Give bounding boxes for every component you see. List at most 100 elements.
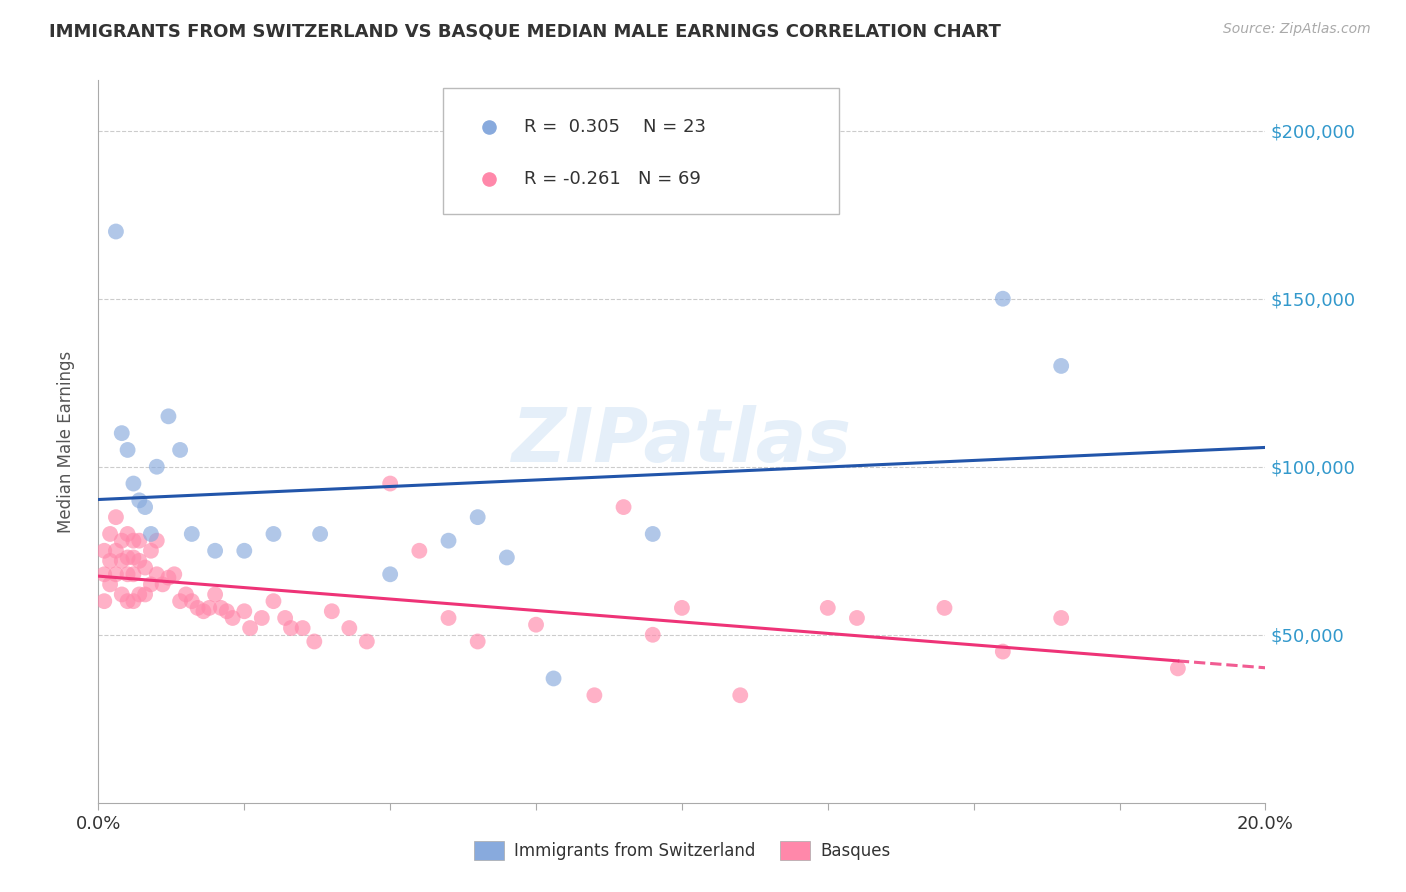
Point — [98, 554, 121, 568]
Point — [163, 567, 186, 582]
Point — [408, 543, 430, 558]
Point — [122, 476, 145, 491]
Text: ZIPatlas: ZIPatlas — [512, 405, 852, 478]
Point — [991, 644, 1014, 658]
Point — [134, 587, 156, 601]
Point — [612, 500, 634, 514]
Point — [98, 577, 121, 591]
Point — [437, 533, 460, 548]
Point — [671, 600, 693, 615]
Point — [583, 688, 606, 702]
Point — [117, 594, 139, 608]
Point — [204, 587, 226, 601]
Point — [117, 567, 139, 582]
Point — [180, 527, 202, 541]
Point — [380, 567, 402, 582]
Point — [157, 571, 180, 585]
Point — [104, 543, 127, 558]
Point — [104, 567, 127, 582]
Point — [128, 554, 150, 568]
Point — [122, 550, 145, 565]
Point — [157, 409, 180, 424]
Point — [139, 577, 162, 591]
Point — [169, 442, 191, 457]
Text: R =  0.305    N = 23: R = 0.305 N = 23 — [524, 119, 706, 136]
Point — [111, 426, 134, 441]
Point — [198, 600, 221, 615]
Point — [321, 604, 343, 618]
Point — [274, 611, 297, 625]
Point — [146, 459, 169, 474]
Point — [221, 611, 243, 625]
Point — [467, 510, 489, 524]
Point — [262, 527, 284, 541]
Point — [111, 554, 134, 568]
Point — [496, 550, 519, 565]
Point — [304, 634, 326, 648]
Point — [128, 533, 150, 548]
Point — [262, 594, 284, 608]
Point — [169, 594, 191, 608]
Point — [139, 543, 162, 558]
Point — [1050, 611, 1073, 625]
Point — [128, 493, 150, 508]
Point — [122, 533, 145, 548]
Point — [846, 611, 869, 625]
Point — [991, 292, 1014, 306]
Point — [250, 611, 273, 625]
Point — [146, 533, 169, 548]
Point — [524, 617, 547, 632]
Point — [104, 225, 127, 239]
FancyBboxPatch shape — [443, 87, 839, 214]
Point — [93, 543, 115, 558]
Point — [104, 510, 127, 524]
Point — [193, 604, 215, 618]
Point — [117, 527, 139, 541]
Point — [1050, 359, 1073, 373]
Point — [117, 442, 139, 457]
Point — [215, 604, 238, 618]
Point — [134, 560, 156, 574]
Point — [233, 604, 256, 618]
Point — [309, 527, 332, 541]
Point — [467, 634, 489, 648]
Text: IMMIGRANTS FROM SWITZERLAND VS BASQUE MEDIAN MALE EARNINGS CORRELATION CHART: IMMIGRANTS FROM SWITZERLAND VS BASQUE ME… — [49, 22, 1001, 40]
Point — [117, 550, 139, 565]
Point — [280, 621, 302, 635]
Point — [380, 476, 402, 491]
Y-axis label: Median Male Earnings: Median Male Earnings — [56, 351, 75, 533]
Point — [180, 594, 202, 608]
Text: R = -0.261   N = 69: R = -0.261 N = 69 — [524, 169, 702, 187]
Point — [139, 527, 162, 541]
Point — [209, 600, 232, 615]
Point — [134, 500, 156, 514]
Point — [730, 688, 752, 702]
Point — [98, 527, 121, 541]
Point — [187, 600, 209, 615]
Point — [641, 527, 664, 541]
Point — [93, 594, 115, 608]
Point — [128, 587, 150, 601]
Point — [93, 567, 115, 582]
Point — [122, 594, 145, 608]
Legend: Immigrants from Switzerland, Basques: Immigrants from Switzerland, Basques — [467, 834, 897, 867]
Point — [146, 567, 169, 582]
Point — [111, 533, 134, 548]
Point — [291, 621, 314, 635]
Point — [337, 621, 360, 635]
Point — [1167, 661, 1189, 675]
Point — [239, 621, 262, 635]
Point — [233, 543, 256, 558]
Point — [174, 587, 197, 601]
Point — [204, 543, 226, 558]
Point — [152, 577, 174, 591]
Point — [111, 587, 134, 601]
Text: Source: ZipAtlas.com: Source: ZipAtlas.com — [1223, 22, 1371, 37]
Point — [122, 567, 145, 582]
Point — [817, 600, 839, 615]
Point — [641, 628, 664, 642]
Point — [543, 672, 565, 686]
Point — [934, 600, 956, 615]
Point — [437, 611, 460, 625]
Point — [356, 634, 378, 648]
